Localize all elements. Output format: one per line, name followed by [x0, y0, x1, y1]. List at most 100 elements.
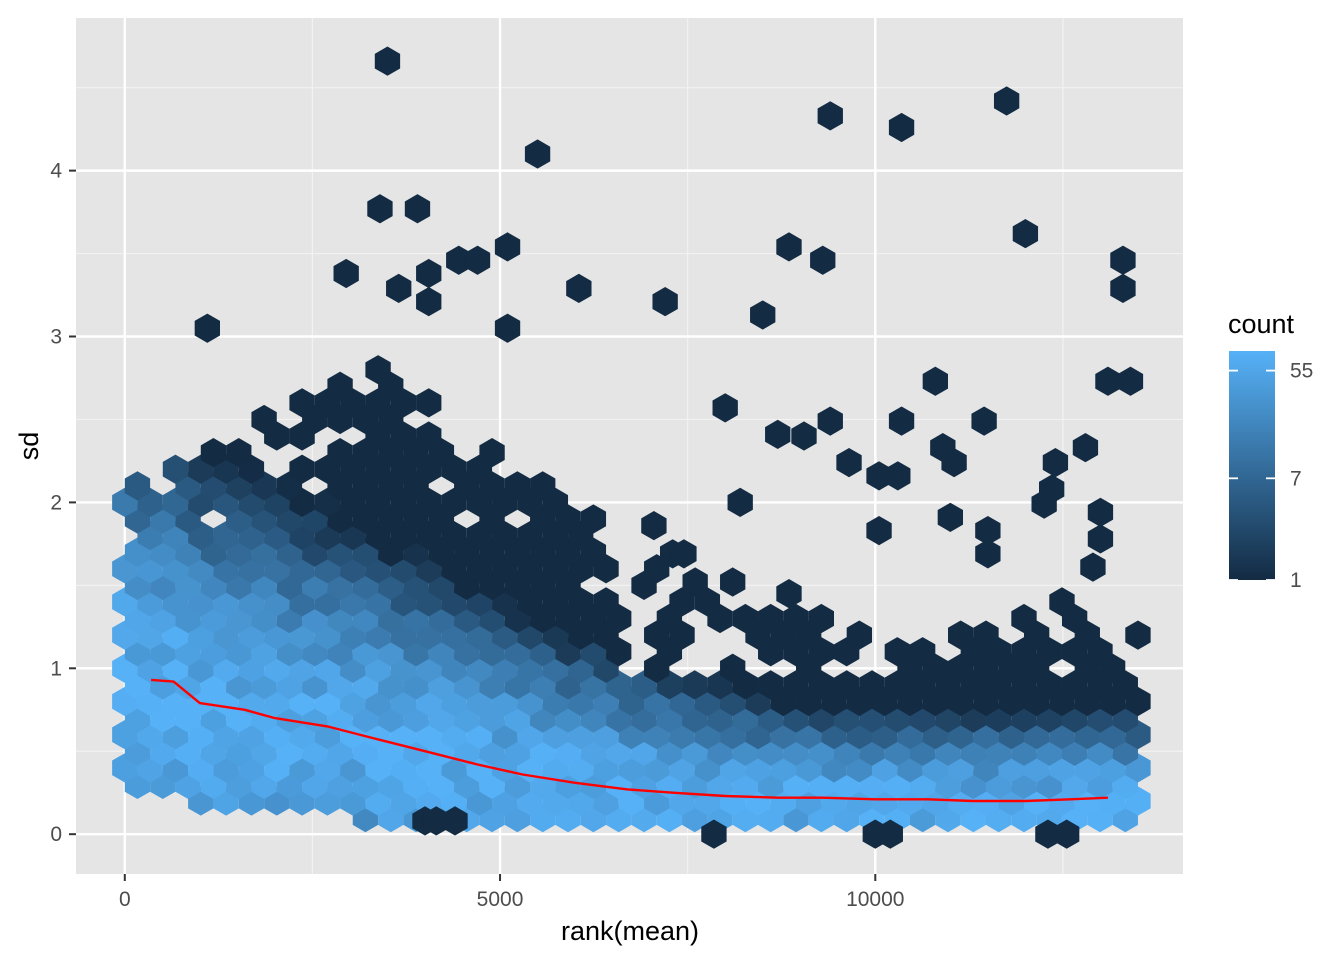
hexbin-outlier-cell: [1110, 245, 1136, 275]
hexbin-cell: [1011, 603, 1037, 634]
hexbin-cell: [327, 371, 353, 401]
y-tick-label: 0: [50, 823, 62, 846]
trend-line-layer: [151, 678, 1108, 803]
hexbin-outlier-cell: [386, 273, 412, 304]
hexbin-outlier-cell: [1087, 524, 1114, 554]
hexbin-outlier-cell: [194, 313, 220, 343]
hexbin-outlier-cell: [776, 232, 802, 262]
hexbin-outlier-cell: [1087, 497, 1114, 527]
hexbin-outlier-cell: [1042, 447, 1069, 478]
hexbin-outlier-cell: [993, 86, 1020, 116]
hexbin-cell: [593, 587, 619, 617]
hexbin-cell: [859, 670, 885, 700]
legend-tick-label: 7: [1290, 467, 1302, 490]
hexbin-outlier-cell: [975, 539, 1001, 569]
hexbin-outlier-cell: [971, 406, 997, 436]
hexbin-outlier-cell: [701, 819, 727, 849]
hexbin-cell: [289, 388, 315, 418]
hexbin-outlier-cell: [1080, 552, 1106, 582]
legend-tick-label: 55: [1290, 360, 1313, 383]
hexbin-outlier-cell: [937, 502, 964, 532]
hexbin-cell: [758, 603, 784, 634]
hexbin-outlier-cell: [682, 567, 708, 597]
y-tick-label: 3: [50, 326, 62, 349]
y-axis: 0 1 2 3 4: [50, 160, 76, 846]
hexbin-cell: [479, 438, 505, 468]
hexbin-outlier-cell: [494, 313, 521, 343]
x-tick-label: 5000: [477, 888, 524, 911]
hexbin-outlier-cell: [888, 112, 915, 143]
y-tick-label: 1: [50, 657, 62, 680]
hexbin-cell: [783, 603, 809, 634]
hexbin-outlier-cell: [566, 273, 592, 304]
hexbin-cell: [251, 404, 277, 435]
hexbin-cell: [834, 670, 860, 700]
hexbin-cell: [1125, 620, 1151, 650]
hexbin-cell: [669, 587, 695, 617]
hexbin-cell: [884, 637, 910, 667]
hexbin-outlier-cell: [442, 806, 468, 836]
hexbin-cell: [580, 504, 607, 534]
hexbin-cell: [808, 603, 835, 634]
hexbin-outlier-cell: [817, 406, 843, 436]
hexbin-cell: [504, 471, 531, 501]
hexbin-cell: [910, 637, 936, 667]
hexbin-outlier-cell: [810, 245, 836, 275]
hexbin-outlier-cell: [1072, 433, 1099, 463]
hexbin-outlier-cell: [885, 461, 911, 491]
hexbin-cell: [327, 438, 353, 468]
hexbin-cell: [226, 438, 252, 468]
hexbin-outlier-cell: [374, 46, 401, 76]
legend-title: count: [1228, 309, 1295, 339]
hexbin-outlier-cell: [1054, 819, 1080, 849]
hexbin-cell: [1049, 587, 1075, 617]
y-tick-label: 4: [50, 160, 62, 183]
hexbin-outlier-cell: [720, 567, 746, 597]
hexbin-outlier-cell: [641, 511, 667, 541]
hexbin-outlier-cell: [671, 539, 697, 569]
x-axis: 0 5000 10000: [119, 874, 904, 911]
hexbin-cell: [758, 670, 784, 700]
hexbin-outlier-cell: [975, 515, 1001, 546]
hexbin-cell: [162, 454, 189, 484]
hexbin-cell: [973, 620, 999, 650]
hexbin-outlier-cell: [416, 258, 442, 289]
hexbin-outlier-cell: [836, 447, 862, 478]
hexbin-outlier-cell: [727, 487, 753, 518]
hexbin-outlier-cell: [652, 287, 678, 317]
hexbin-outlier-cell: [1110, 273, 1136, 304]
trend-line: [151, 678, 1108, 803]
hexbin-outlier-cell: [941, 447, 967, 478]
hexbin-outlier-cell: [524, 139, 551, 169]
y-axis-title: sd: [14, 432, 44, 461]
hexbin-outlier-cell: [1012, 219, 1039, 249]
hexbin-outlier-cell: [922, 366, 948, 396]
hexbin-cell: [948, 620, 974, 650]
hexbin-cell: [846, 620, 873, 650]
hexbin-cell: [416, 421, 442, 451]
hexbin-outlier-cell: [416, 287, 442, 317]
hexbin-outlier-cell: [750, 300, 776, 330]
hexbin-cells: [112, 46, 1151, 849]
x-axis-title: rank(mean): [561, 916, 699, 946]
hexbin-cell: [200, 438, 227, 468]
hexbin-outlier-cell: [791, 421, 817, 451]
hexbin-outlier-cell: [817, 101, 843, 131]
hexbin-cell: [530, 471, 556, 501]
y-tick-label: 2: [50, 491, 62, 514]
hexbin-outlier-cell: [494, 232, 521, 262]
hexbin-outlier-cell: [1095, 366, 1121, 396]
hexbin-cell: [694, 587, 721, 617]
hexbin-cell: [732, 603, 759, 634]
hexbin-outlier-cell: [877, 819, 903, 849]
hexbin-outlier-cell: [888, 406, 915, 436]
hexbin-outlier-cell: [333, 258, 359, 289]
hexbin-cell: [682, 670, 708, 700]
hexbin-cell: [289, 454, 315, 484]
hexbin-outlier-cell: [1031, 489, 1057, 519]
hexbin-outlier-cell: [1117, 366, 1144, 396]
hexbin-outlier-cell: [464, 245, 491, 275]
hexbin-outlier-cell: [712, 393, 738, 423]
hexbin-cell: [365, 355, 391, 385]
